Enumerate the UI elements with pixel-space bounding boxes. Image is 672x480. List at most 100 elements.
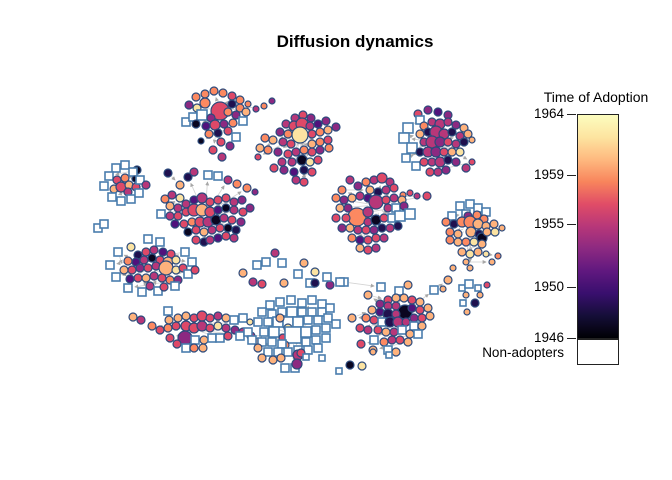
- network-edge: [409, 154, 415, 158]
- adopter-node: [391, 293, 401, 303]
- adopter-node: [406, 189, 414, 197]
- adopter-node: [157, 273, 167, 283]
- adopter-node: [269, 163, 279, 173]
- adopter-node: [208, 145, 218, 155]
- adopter-node: [163, 168, 173, 178]
- adopter-node: [305, 157, 315, 167]
- non-adopter-node: [283, 347, 293, 357]
- adopter-node: [291, 126, 309, 144]
- non-adopter-node: [116, 196, 126, 206]
- adopter-node: [310, 267, 320, 277]
- adopter-node: [209, 86, 219, 96]
- non-adopter-node: [180, 247, 190, 257]
- adopter-node: [363, 290, 373, 300]
- non-adopter-node: [231, 132, 241, 142]
- adopter-node: [165, 333, 175, 343]
- non-adopter-node: [280, 363, 290, 373]
- adopter-node: [415, 297, 425, 307]
- adopter-node: [268, 355, 278, 365]
- adopter-node: [335, 203, 345, 213]
- adopter-node: [164, 315, 174, 325]
- adopter-node: [451, 120, 461, 130]
- adopter-node: [199, 335, 209, 345]
- adopter-node: [219, 213, 229, 223]
- non-adopter-node: [429, 285, 439, 295]
- non-adopter-node: [465, 199, 475, 209]
- adopter-node: [278, 137, 288, 147]
- adopter-node: [462, 258, 470, 266]
- adopter-node: [379, 213, 389, 223]
- adopter-node: [494, 252, 502, 260]
- adopter-node: [463, 129, 473, 139]
- adopter-node: [260, 102, 268, 110]
- adopter-node: [260, 133, 270, 143]
- non-adopter-node: [261, 257, 271, 267]
- adopter-node: [201, 121, 211, 131]
- adopter-node: [343, 203, 353, 213]
- adopter-node: [184, 100, 194, 110]
- adopter-node: [229, 233, 239, 243]
- adopter-node: [255, 143, 265, 153]
- non-adopter-node: [183, 269, 193, 279]
- non-adopter-node: [313, 343, 323, 353]
- adopter-node: [227, 215, 237, 225]
- adopter-node: [461, 163, 471, 173]
- adopter-node: [345, 223, 355, 233]
- adopter-node: [434, 156, 446, 168]
- adopter-node: [245, 203, 255, 213]
- non-adopter-node: [267, 337, 277, 347]
- adopter-node: [283, 129, 293, 139]
- adopter-node: [355, 243, 365, 253]
- adopter-node: [307, 167, 317, 177]
- adopter-node: [415, 305, 425, 315]
- non-adopter-node: [99, 181, 109, 191]
- adopter-node: [183, 172, 193, 182]
- adopter-node: [451, 157, 461, 167]
- adopter-node: [213, 205, 223, 215]
- adopter-node: [253, 343, 263, 353]
- adopter-node: [403, 337, 413, 347]
- non-adopter-node: [401, 153, 411, 163]
- adopter-node: [257, 353, 267, 363]
- adopter-node: [453, 229, 463, 239]
- non-adopter-node: [397, 325, 407, 335]
- adopter-node: [283, 149, 293, 159]
- non-adopter-node: [284, 326, 302, 344]
- colorbar-tick-mark: [567, 114, 576, 116]
- adopter-node: [387, 335, 397, 345]
- adopter-node: [275, 127, 285, 137]
- adopter-node: [171, 255, 181, 265]
- adopter-node: [179, 219, 189, 229]
- adopter-node: [299, 145, 309, 155]
- adopter-node: [175, 180, 185, 190]
- adopter-node: [459, 137, 469, 147]
- adopter-node: [218, 88, 228, 98]
- non-adopter-node: [263, 317, 273, 327]
- adopter-node: [276, 353, 286, 363]
- adopter-node: [145, 281, 155, 291]
- adopter-node: [413, 192, 421, 200]
- adopter-node: [472, 218, 484, 230]
- adopter-node: [159, 282, 169, 292]
- non-adopter-node: [126, 194, 136, 204]
- adopter-node: [221, 323, 231, 333]
- network-edge: [215, 97, 219, 102]
- non-adopter-node: [313, 315, 323, 325]
- non-adopter-node: [123, 283, 133, 293]
- adopter-node: [223, 126, 233, 136]
- adopter-node: [447, 127, 457, 137]
- adopter-node: [155, 325, 165, 335]
- adopter-node: [213, 311, 223, 321]
- adopter-node: [345, 175, 355, 185]
- adopter-node: [339, 195, 349, 205]
- adopter-node: [313, 119, 323, 129]
- adopter-node: [270, 248, 280, 258]
- non-adopter-node: [120, 160, 130, 170]
- adopter-node: [175, 193, 185, 203]
- adopter-node: [451, 139, 461, 149]
- non-adopter-node: [104, 171, 114, 181]
- adopter-node: [367, 305, 377, 315]
- non-adopter-node: [215, 333, 225, 343]
- adopter-node: [191, 119, 201, 129]
- adopter-node: [143, 263, 153, 273]
